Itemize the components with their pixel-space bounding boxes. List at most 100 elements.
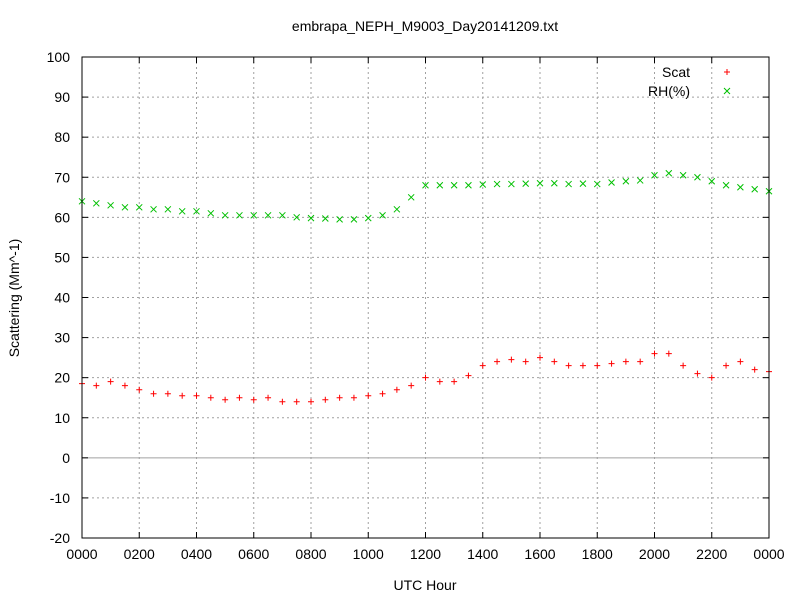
data-point [751, 185, 759, 193]
chart-title: embrapa_NEPH_M9003_Day20141209.txt [292, 18, 558, 34]
data-point [264, 211, 272, 219]
data-point [622, 358, 629, 365]
data-point [379, 390, 386, 397]
x-tick-label: 1800 [582, 546, 613, 562]
y-tick-label: 40 [54, 290, 70, 306]
data-point [178, 207, 186, 215]
data-point [107, 201, 114, 209]
x-tick-label: 0000 [753, 546, 784, 562]
data-point [279, 211, 286, 219]
legend-label-rh: RH(%) [648, 83, 690, 99]
x-axis-label: UTC Hour [393, 577, 456, 593]
data-point [465, 372, 472, 379]
data-point [408, 382, 415, 389]
data-point [236, 211, 243, 219]
x-tick-label: 0200 [124, 546, 155, 562]
data-point [93, 382, 100, 389]
data-point [193, 207, 200, 215]
data-point [450, 181, 458, 189]
x-tick-label: 0600 [238, 546, 269, 562]
series-rh [78, 169, 773, 223]
data-point [680, 362, 687, 369]
data-point [537, 354, 543, 361]
data-point [350, 394, 357, 401]
data-point [651, 350, 658, 357]
y-axis-label: Scattering (Mm^-1) [6, 239, 22, 358]
axis-ticks: -20 -10 0 10 20 30 40 50 60 70 80 90 100 0000 0200 0400… [47, 49, 785, 562]
data-point [451, 378, 458, 385]
data-point [121, 203, 129, 211]
data-point [722, 181, 730, 189]
data-point [608, 179, 615, 186]
data-point [407, 193, 415, 201]
x-tick-label: 2000 [639, 546, 670, 562]
data-point [135, 203, 143, 211]
data-point [494, 358, 501, 365]
data-point [250, 211, 258, 219]
x-tick-label: 1600 [524, 546, 555, 562]
data-point [393, 386, 400, 393]
data-point [207, 394, 214, 401]
data-point [665, 169, 673, 177]
data-point [608, 360, 615, 367]
data-point [293, 213, 301, 221]
data-point [751, 366, 758, 373]
x-tick-label: 0400 [181, 546, 212, 562]
data-point [708, 374, 715, 381]
legend-marker-scat [724, 69, 730, 75]
data-point [550, 179, 558, 187]
data-point [551, 358, 558, 365]
y-tick-label: -20 [50, 530, 70, 546]
data-point [622, 177, 630, 185]
data-point [436, 378, 443, 385]
data-point [479, 181, 487, 188]
legend-marker-rh [723, 87, 731, 95]
data-point [379, 211, 386, 219]
data-point [508, 356, 515, 363]
data-point [336, 394, 343, 401]
data-point [665, 350, 672, 357]
data-point [121, 382, 128, 389]
y-tick-label: 70 [54, 169, 70, 185]
x-tick-label: 2200 [696, 546, 727, 562]
data-point [221, 211, 229, 219]
data-point [493, 180, 501, 188]
data-point [651, 171, 658, 179]
data-point [422, 181, 429, 189]
data-point [679, 171, 687, 179]
x-tick-label: 0000 [66, 546, 97, 562]
data-point [723, 362, 730, 369]
data-point [393, 205, 401, 213]
x-tick-label: 1000 [353, 546, 384, 562]
data-point [179, 392, 186, 399]
y-tick-label: 20 [54, 370, 70, 386]
y-tick-label: 100 [47, 49, 71, 65]
data-point [236, 394, 243, 401]
legend-marker-symbol [724, 69, 730, 75]
data-point [92, 199, 100, 207]
data-point [579, 362, 586, 369]
data-point [164, 390, 171, 397]
data-point [565, 180, 572, 188]
y-tick-label: 60 [54, 209, 70, 225]
data-point [307, 214, 315, 222]
data-point [522, 358, 529, 365]
y-tick-label: 50 [54, 249, 70, 265]
data-point [350, 215, 358, 223]
data-point [150, 390, 157, 397]
data-point [508, 180, 515, 188]
data-point [207, 209, 215, 217]
data-point [594, 362, 601, 369]
y-tick-label: 30 [54, 330, 70, 346]
data-point [422, 374, 429, 381]
data-point [265, 394, 272, 401]
data-point [107, 378, 114, 385]
data-point [536, 179, 544, 187]
grid-lines [82, 57, 769, 538]
x-tick-label: 0800 [295, 546, 326, 562]
data-point [579, 180, 587, 188]
data-point [708, 177, 716, 185]
data-point [637, 358, 644, 365]
data-point [479, 362, 486, 369]
